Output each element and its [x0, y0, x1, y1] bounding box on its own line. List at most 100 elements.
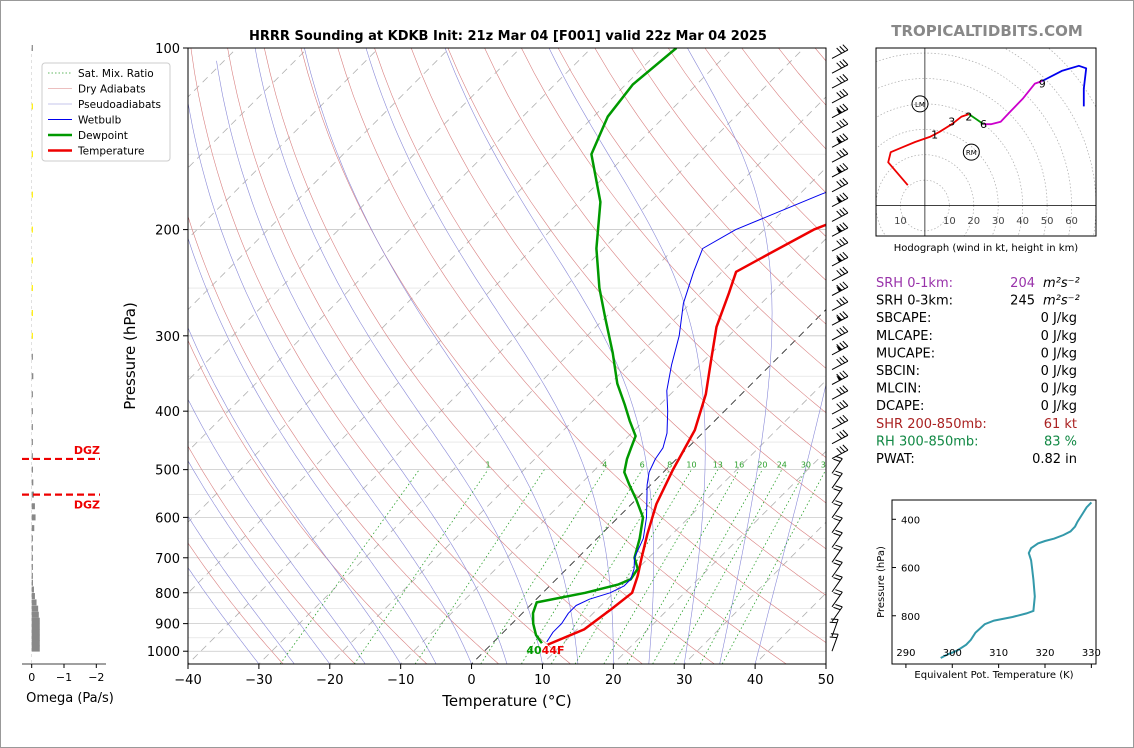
pseudoadiabat — [188, 100, 472, 664]
y-tick-label: 400 — [155, 405, 180, 420]
skewt-panel: 1 4 6 8 10 13 16 20 24 30 36 40 44F−40 −30 −20 −10 0 10 2… — [41, 42, 849, 710]
theta-e-x-tick-label: 300 — [943, 648, 962, 659]
dry-adiabat — [557, 48, 826, 369]
omega-bar — [31, 623, 40, 630]
legend-box — [41, 62, 171, 162]
theta-e-x-tick-label: 310 — [989, 648, 1008, 659]
mixing-ratio-label: 10 — [686, 461, 696, 470]
y-tick-label: 1000 — [147, 645, 180, 660]
wind-barb — [831, 370, 849, 385]
dry-adiabat — [337, 48, 826, 643]
omega-bar — [31, 593, 35, 600]
wind-barb — [831, 444, 849, 460]
wind-barb — [831, 515, 843, 533]
omega-bar — [31, 257, 33, 264]
theta-e-profile — [940, 501, 1093, 659]
storm-motion-marker — [911, 95, 929, 113]
index-label: DCAPE: — [876, 399, 924, 414]
mixing-ratio-label: 8 — [667, 461, 672, 470]
pseudoadiabat — [365, 48, 614, 664]
pseudoadiabat — [444, 48, 655, 664]
index-value: 0 J/kg — [1041, 311, 1077, 326]
legend-label: Wetbulb — [78, 115, 122, 127]
theta-e-y-tick-label: 400 — [901, 515, 920, 526]
theta-e-y-tick-label: 800 — [901, 612, 920, 623]
theta-e-panel: 290 300 310 320 330 400 600 800 Equivalent Pot. … — [876, 499, 1101, 681]
omega-bar — [31, 439, 33, 446]
omega-bar — [31, 611, 39, 618]
y-tick-label: 600 — [155, 511, 180, 526]
omega-x-tick-label: 0 — [28, 671, 35, 684]
wind-barb — [831, 177, 849, 193]
x-axis-label: Temperature (°C) — [441, 692, 571, 710]
isotherm — [188, 48, 451, 311]
omega-bar — [31, 554, 33, 561]
hodograph-trace — [887, 113, 970, 186]
wind-barb — [831, 222, 849, 237]
x-tick-label: 30 — [676, 673, 693, 688]
dgz-label: DGZ — [74, 444, 100, 457]
skewt-axes: 40 44F−40 −30 −20 −10 0 10 20 30 40 50100200300400… — [121, 42, 834, 710]
pseudoadiabat — [754, 383, 826, 664]
isotherm — [188, 48, 805, 664]
wind-barb — [831, 266, 849, 282]
series-wetbulb — [546, 191, 826, 643]
mixing-ratio-line — [721, 469, 826, 664]
legend-label: Dewpoint — [78, 130, 128, 142]
omega-bar — [31, 491, 34, 498]
omega-bar — [31, 629, 40, 636]
x-tick-label: 40 — [747, 673, 764, 688]
mixing-ratio-label: 13 — [713, 461, 723, 470]
omega-bar — [31, 579, 33, 586]
pseudoadiabat — [188, 567, 260, 664]
wind-barb — [831, 485, 843, 504]
index-label: SRH 0-3km: — [876, 294, 953, 309]
legend-label: Pseudoadiabats — [78, 99, 161, 111]
mixing-ratio-label: 4 — [602, 461, 607, 470]
omega-x-tick-label: −1 — [56, 671, 72, 684]
wind-barb — [831, 133, 849, 148]
wind-barb — [831, 470, 843, 489]
y-tick-label: 500 — [155, 464, 180, 479]
wind-barb — [831, 118, 849, 133]
mixing-ratio-label: 6 — [640, 461, 645, 470]
index-label: MUCAPE: — [876, 346, 935, 361]
omega-bar — [31, 514, 36, 521]
x-tick-label: −30 — [245, 673, 272, 688]
pseudoadiabat — [188, 327, 401, 664]
x-tick-label: 20 — [605, 673, 622, 688]
dry-adiabat — [374, 48, 826, 596]
mixing-ratio-line — [353, 469, 489, 664]
y-tick-label: 300 — [155, 330, 180, 345]
wind-barb — [831, 414, 849, 430]
skewt-series — [531, 48, 826, 646]
mixing-ratio-label: 16 — [734, 461, 744, 470]
y-tick-label: 200 — [155, 224, 180, 239]
omega-bar — [31, 640, 40, 647]
skewt-background-lines: 1 4 6 8 10 13 16 20 24 30 36 — [188, 48, 826, 664]
storm-motion-label: LM — [915, 101, 925, 109]
x-tick-label: −10 — [387, 673, 414, 688]
mixing-ratio-line — [673, 469, 783, 664]
index-label: RH 300-850mb: — [876, 434, 979, 449]
y-tick-label: 900 — [155, 618, 180, 633]
omega-bar — [31, 103, 33, 110]
omega-bar — [31, 466, 33, 473]
omega-bar — [31, 605, 39, 612]
wind-barb — [831, 559, 843, 578]
theta-e-x-label: Equivalent Pot. Temperature (K) — [914, 670, 1073, 681]
wind-barbs — [825, 44, 849, 664]
omega-bar — [31, 151, 33, 158]
dry-adiabat — [188, 445, 356, 664]
wind-barb — [831, 604, 843, 622]
wind-barb — [831, 325, 849, 341]
surface-temperature-label: 44F — [542, 644, 565, 657]
wind-barb — [831, 74, 849, 89]
omega-bar — [31, 424, 33, 431]
watermark: TROPICALTIDBITS.COM — [891, 22, 1083, 40]
hodograph-height-label: 9 — [1039, 78, 1046, 91]
omega-bar — [31, 545, 33, 552]
wind-barb — [831, 340, 849, 356]
omega-bar — [31, 503, 35, 510]
omega-bar — [31, 408, 33, 415]
